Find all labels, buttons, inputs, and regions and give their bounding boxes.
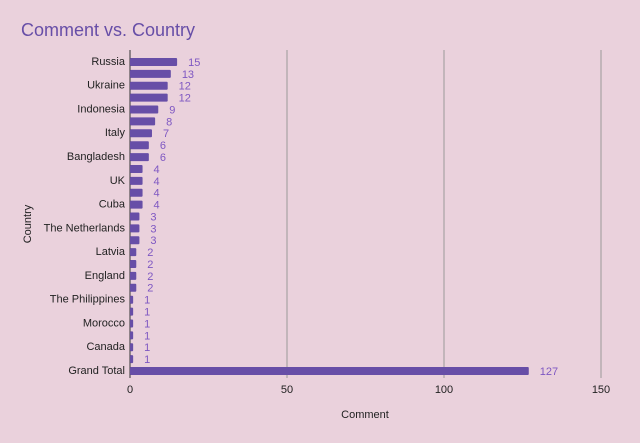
y-tick-label: Canada bbox=[86, 341, 125, 353]
bar bbox=[130, 141, 149, 150]
bar bbox=[130, 200, 143, 209]
bar bbox=[130, 93, 168, 102]
y-tick-label: Italy bbox=[105, 127, 126, 139]
bar bbox=[130, 105, 159, 114]
bar bbox=[130, 117, 156, 126]
y-tick-label: Indonesia bbox=[77, 103, 126, 115]
y-tick-label: UK bbox=[110, 175, 126, 187]
bar bbox=[130, 367, 529, 375]
value-label: 3 bbox=[150, 223, 156, 235]
y-tick-label: Latvia bbox=[96, 246, 126, 258]
y-tick-label: Grand Total bbox=[68, 365, 125, 377]
value-label: 1 bbox=[144, 330, 150, 342]
bar bbox=[130, 153, 149, 162]
bar bbox=[130, 176, 143, 185]
value-label: 2 bbox=[147, 283, 153, 295]
bar bbox=[130, 58, 178, 66]
x-axis-label: Comment bbox=[341, 409, 389, 421]
bar bbox=[130, 343, 134, 352]
y-tick-label: Cuba bbox=[99, 199, 126, 211]
value-label: 2 bbox=[147, 247, 153, 259]
bar bbox=[130, 129, 152, 138]
value-label: 12 bbox=[179, 81, 191, 93]
value-label: 3 bbox=[150, 211, 156, 223]
value-label: 127 bbox=[540, 366, 558, 378]
bar bbox=[130, 224, 140, 233]
bar bbox=[130, 248, 137, 257]
bar bbox=[130, 188, 143, 197]
value-label: 6 bbox=[160, 152, 166, 164]
x-tick-label: 50 bbox=[281, 384, 293, 396]
value-label: 4 bbox=[154, 200, 160, 212]
bar bbox=[130, 331, 134, 340]
bar bbox=[130, 81, 168, 90]
bar bbox=[130, 260, 137, 269]
y-tick-label: The Netherlands bbox=[44, 222, 126, 234]
value-label: 3 bbox=[150, 235, 156, 247]
bar bbox=[130, 164, 143, 173]
y-tick-label: Morocco bbox=[83, 317, 125, 329]
bar bbox=[130, 283, 137, 292]
bar bbox=[130, 319, 134, 328]
x-tick-label: 100 bbox=[435, 384, 453, 396]
value-label: 2 bbox=[147, 271, 153, 283]
bar bbox=[130, 307, 134, 316]
y-tick-label: The Philippines bbox=[50, 294, 126, 306]
bar bbox=[130, 236, 140, 245]
value-label: 4 bbox=[154, 188, 160, 200]
value-label: 6 bbox=[160, 140, 166, 152]
y-tick-label: Ukraine bbox=[87, 80, 125, 92]
y-axis-label: Country bbox=[22, 204, 34, 243]
x-tick-label: 0 bbox=[127, 384, 133, 396]
value-label: 1 bbox=[144, 354, 150, 366]
y-tick-label: England bbox=[85, 270, 125, 282]
bar bbox=[130, 69, 171, 78]
value-label: 4 bbox=[154, 176, 160, 188]
x-tick-label: 150 bbox=[592, 384, 610, 396]
value-label: 15 bbox=[188, 57, 200, 69]
bar bbox=[130, 212, 140, 221]
value-label: 13 bbox=[182, 69, 194, 81]
value-label: 1 bbox=[144, 318, 150, 330]
chart-title: Comment vs. Country bbox=[21, 20, 195, 40]
value-label: 2 bbox=[147, 259, 153, 271]
bar bbox=[130, 355, 134, 364]
y-tick-label: Russia bbox=[91, 56, 126, 68]
value-label: 8 bbox=[166, 116, 172, 128]
value-label: 9 bbox=[169, 104, 175, 116]
value-label: 1 bbox=[144, 306, 150, 318]
value-label: 1 bbox=[144, 295, 150, 307]
value-label: 12 bbox=[179, 93, 191, 105]
value-label: 1 bbox=[144, 342, 150, 354]
y-tick-label: Bangladesh bbox=[67, 151, 125, 163]
bar bbox=[130, 271, 137, 280]
value-label: 4 bbox=[154, 164, 160, 176]
bar bbox=[130, 295, 134, 304]
value-label: 7 bbox=[163, 128, 169, 140]
